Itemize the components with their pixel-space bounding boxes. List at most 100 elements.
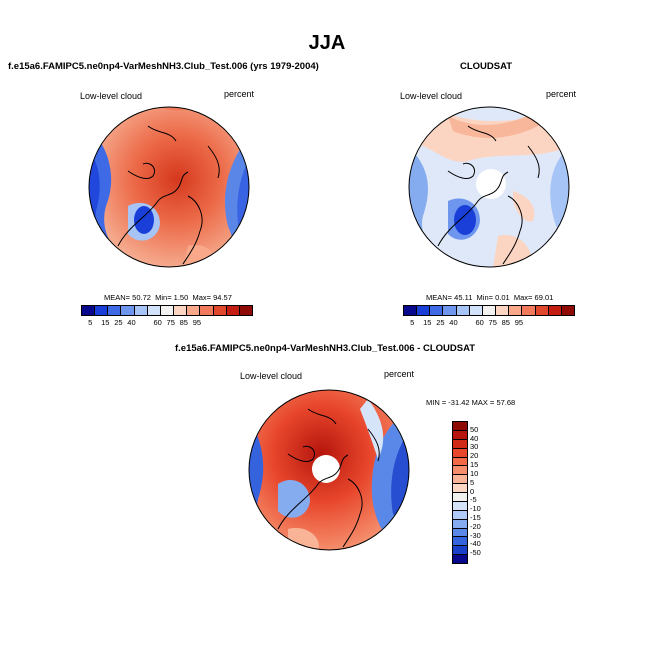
model-colorbar-swatch-11 xyxy=(225,306,239,315)
diff-colorbar-swatch-13 xyxy=(453,536,467,546)
diff-colorbar-tick-label: -30 xyxy=(470,530,481,540)
diff-colorbar-tick-label: -15 xyxy=(470,512,481,522)
obs-polar-map xyxy=(408,106,570,268)
model-colorbar-tick-label: 85 xyxy=(179,318,188,327)
obs-colorbar-swatch-2 xyxy=(429,306,443,315)
obs-colorbar-tick-label: 25 xyxy=(436,318,445,327)
model-colorbar-swatch-0 xyxy=(82,306,95,315)
diff-colorbar-tick-label: 40 xyxy=(470,433,479,443)
model-colorbar-swatch-10 xyxy=(212,306,226,315)
model-colorbar-tick-label: 5 xyxy=(88,318,93,327)
model-colorbar-swatch-9 xyxy=(199,306,213,315)
obs-colorbar-tick-label: 95 xyxy=(514,318,524,327)
model-min-value: 1.50 xyxy=(173,293,189,302)
diff-colorbar-swatch-4 xyxy=(453,456,467,466)
model-colorbar-swatch-3 xyxy=(120,306,134,315)
diff-panel-title: f.e15a6.FAMIPC5.ne0np4-VarMeshNH3.Club_T… xyxy=(175,343,476,354)
obs-colorbar-swatch-1 xyxy=(416,306,430,315)
obs-colorbar-swatch-6 xyxy=(481,306,496,315)
diff-colorbar-swatch-7 xyxy=(453,483,467,492)
diff-units-label: percent xyxy=(384,369,415,379)
diff-colorbar-swatch-12 xyxy=(453,527,467,537)
diff-colorbar-swatch-6 xyxy=(453,474,467,484)
diff-colorbar-swatch-11 xyxy=(453,518,467,528)
obs-mean-label: MEAN= xyxy=(426,293,453,302)
obs-variable-label: Low-level cloud xyxy=(400,91,463,101)
obs-colorbar-swatch-10 xyxy=(534,306,548,315)
obs-colorbar-swatch-7 xyxy=(495,306,509,315)
diff-colorbar xyxy=(452,421,468,564)
obs-max-label: Max= xyxy=(513,293,533,302)
obs-colorbar-tick-label: 60 xyxy=(475,318,484,327)
obs-colorbar-tick-label: 15 xyxy=(423,318,432,327)
model-colorbar-swatch-1 xyxy=(94,306,108,315)
page-title: JJA xyxy=(308,32,346,54)
diff-colorbar-tick-label: 20 xyxy=(470,451,479,461)
diff-colorbar-tick-label: -40 xyxy=(470,539,481,549)
diff-colorbar-labels: 50 40 30 20 15 10 5 0 -5 -10 -15 -20 -30 -40 -50 xyxy=(470,421,500,562)
obs-units-label: percent xyxy=(546,89,577,99)
diff-colorbar-tick-label: 30 xyxy=(470,442,479,452)
diff-colorbar-swatch-14 xyxy=(453,545,467,555)
obs-colorbar-swatch-4 xyxy=(455,306,469,315)
obs-panel-title: CLOUDSAT xyxy=(460,61,513,72)
diff-colorbar-tick-label: -50 xyxy=(470,548,481,558)
diff-colorbar-tick-label: 5 xyxy=(470,477,475,487)
model-colorbar-tick-label: 75 xyxy=(166,318,175,327)
obs-colorbar-swatch-3 xyxy=(442,306,456,315)
model-colorbar-tick-label: 95 xyxy=(192,318,202,327)
diff-colorbar-tick-label: -5 xyxy=(470,495,477,505)
model-colorbar-swatch-12 xyxy=(238,306,253,315)
diff-colorbar-swatch-5 xyxy=(453,465,467,475)
model-colorbar xyxy=(81,305,253,316)
obs-colorbar-tick-label: 40 xyxy=(449,318,458,327)
diff-colorbar-tick-label: -10 xyxy=(470,504,481,514)
obs-colorbar-swatch-0 xyxy=(404,306,417,315)
model-max-value: 94.57 xyxy=(213,293,232,302)
obs-colorbar-swatch-5 xyxy=(468,306,482,315)
obs-colorbar-swatch-12 xyxy=(560,306,575,315)
diff-stats: MIN = -31.42 MAX = 57.68 xyxy=(426,398,516,407)
diff-colorbar-swatch-15 xyxy=(453,554,467,563)
model-colorbar-tick-label: 15 xyxy=(101,318,110,327)
diff-colorbar-tick-label: 50 xyxy=(470,424,479,434)
diff-colorbar-swatch-0 xyxy=(453,422,467,430)
diff-colorbar-swatch-3 xyxy=(453,447,467,457)
obs-colorbar-tick-label: 75 xyxy=(488,318,497,327)
model-variable-label: Low-level cloud xyxy=(80,91,143,101)
obs-colorbar-tick-label: 85 xyxy=(501,318,510,327)
obs-colorbar-tick-label: 5 xyxy=(410,318,415,327)
model-colorbar-tick-label: 40 xyxy=(127,318,136,327)
model-colorbar-tick-label: 60 xyxy=(153,318,162,327)
model-max-label: Max= xyxy=(192,293,212,302)
model-polar-map xyxy=(88,106,250,268)
obs-max-value: 69.01 xyxy=(534,293,554,302)
obs-colorbar xyxy=(403,305,575,316)
diff-colorbar-swatch-9 xyxy=(453,500,467,510)
diff-variable-label: Low-level cloud xyxy=(240,371,303,381)
model-units-label: percent xyxy=(224,89,255,99)
model-mean-label: MEAN= xyxy=(104,293,131,302)
diff-polar-map xyxy=(248,389,410,551)
obs-colorbar-swatch-8 xyxy=(508,306,522,315)
obs-colorbar-labels: 5 15 25 40 60 75 85 95 xyxy=(403,318,573,328)
model-colorbar-swatch-5 xyxy=(146,306,160,315)
model-colorbar-tick-label: 25 xyxy=(114,318,123,327)
diff-colorbar-swatch-8 xyxy=(453,492,467,501)
diff-colorbar-swatch-10 xyxy=(453,509,467,519)
diff-colorbar-swatch-1 xyxy=(453,429,467,439)
diff-colorbar-tick-label: 0 xyxy=(470,486,475,496)
diff-colorbar-swatch-2 xyxy=(453,438,467,448)
diff-colorbar-tick-label: 10 xyxy=(470,468,479,478)
model-colorbar-swatch-6 xyxy=(159,306,174,315)
model-colorbar-swatch-2 xyxy=(107,306,121,315)
model-mean-value: 50.72 xyxy=(132,293,151,302)
diff-colorbar-tick-label: -20 xyxy=(470,521,481,531)
obs-colorbar-swatch-9 xyxy=(521,306,535,315)
obs-min-label: Min= xyxy=(476,293,494,302)
model-min-label: Min= xyxy=(155,293,172,302)
model-colorbar-labels: 5 15 25 40 60 75 85 95 xyxy=(81,318,251,328)
obs-min-value: 0.01 xyxy=(495,293,510,302)
model-colorbar-swatch-7 xyxy=(173,306,187,315)
diff-colorbar-tick-label: 15 xyxy=(470,460,479,470)
